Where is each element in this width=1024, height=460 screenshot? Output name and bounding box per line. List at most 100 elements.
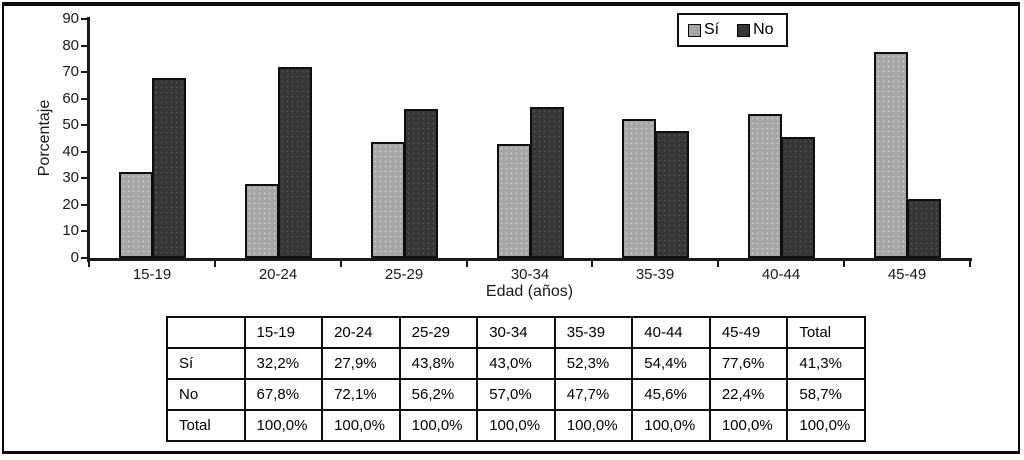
table-cell: 100,0% [243,409,324,442]
table-cell: 47,7% [553,378,634,411]
x-tick [340,258,342,267]
y-tick-label: 50 [62,116,79,134]
bar-sí-40-44 [748,114,782,258]
data-table: 15-19 20-24 25-29 30-34 35-39 40-44 45-49 Total… [166,316,866,442]
x-category-label: 45-49 [887,266,927,283]
table-cell: 100,0% [398,409,479,442]
table-cell: 77,6% [708,347,789,380]
x-category-label: 35-39 [635,266,675,283]
x-tick [466,258,468,267]
x-category-label: 20-24 [258,266,298,283]
table-header-row: 15-19 20-24 25-29 30-34 35-39 40-44 45-49 Total [166,316,866,349]
bar-sí-20-24 [245,184,279,258]
bar-sí-30-34 [497,144,531,258]
y-tick [81,177,88,180]
table-cell: 52,3% [553,347,634,380]
bar-no-45-49 [907,199,941,258]
table-col-header: 45-49 [708,316,789,349]
table-cell: 43,8% [398,347,479,380]
table-row-label: No [166,378,246,411]
table-col-header: 25-29 [398,316,479,349]
table-cell: 22,4% [708,378,789,411]
y-tick [81,71,88,74]
legend-label-no: No [753,21,774,38]
bar-sí-15-19 [119,172,153,258]
table-row-sí: Sí 32,2% 27,9% 43,8% 43,0% 52,3% 54,4% 77,6% 41,… [166,347,866,380]
table-cell: 100,0% [553,409,634,442]
y-tick [81,18,88,20]
x-axis-line [87,258,972,261]
table-cell: 100,0% [786,409,866,442]
table-col-header: 20-24 [321,316,401,349]
bar-no-20-24 [278,67,312,258]
table-cell: 57,0% [476,378,556,411]
bar-no-25-29 [404,109,438,258]
table-cell: 41,3% [786,347,866,380]
y-tick-label: 30 [62,169,79,187]
x-category-label: 40-44 [761,266,801,283]
bar-sí-35-39 [622,119,656,258]
x-tick [88,258,90,267]
y-tick-label: 70 [62,63,79,81]
y-tick-label: 40 [62,142,79,160]
y-tick-label: 20 [62,195,79,213]
y-tick-label: 90 [62,10,79,27]
table-cell: 56,2% [398,378,479,411]
table-row-total: Total 100,0% 100,0% 100,0% 100,0% 100,0% 100,0… [166,409,866,442]
x-tick [591,258,593,267]
y-axis-line [87,17,90,262]
x-tick [969,258,971,267]
table-col-header: 30-34 [476,316,556,349]
y-tick [81,44,88,47]
table-cell: 67,8% [243,378,324,411]
x-category-label: 25-29 [384,266,424,283]
legend-entry-no: No [737,21,774,39]
bar-no-30-34 [530,107,564,258]
legend: Sí No [677,13,788,47]
legend-swatch-no [737,23,751,37]
table-col-header: 15-19 [243,316,324,349]
x-category-label: 30-34 [510,266,550,283]
table-cell: 100,0% [321,409,401,442]
table-row-no: No 67,8% 72,1% 56,2% 57,0% 47,7% 45,6% 22,4% 58,… [166,378,866,411]
legend-label-si: Sí [704,21,720,38]
table-col-header: Total [786,316,866,349]
table-cell: 45,6% [631,378,711,411]
y-tick [81,124,88,127]
bar-no-35-39 [655,131,689,258]
legend-entry-si: Sí [688,21,719,39]
x-tick [214,258,216,267]
y-axis-title: Porcentaje [36,99,53,177]
x-tick [717,258,719,267]
table-cell: 54,4% [631,347,711,380]
table-cell: 58,7% [786,378,866,411]
bar-no-15-19 [152,78,186,258]
x-category-label: 15-19 [132,266,172,283]
y-tick-label: 80 [62,36,79,54]
y-tick [81,257,88,259]
table-cell: 100,0% [476,409,556,442]
bar-sí-45-49 [874,52,908,258]
data-table-body: 15-19 20-24 25-29 30-34 35-39 40-44 45-49 Total… [166,316,866,442]
table-cell: 43,0% [476,347,556,380]
y-tick-label: 60 [62,89,79,107]
table-cell: 32,2% [243,347,324,380]
legend-swatch-si [688,23,701,37]
table-col-header: 35-39 [553,316,634,349]
y-tick [81,150,88,153]
table-row-label: Total [166,409,246,442]
y-tick [81,230,88,233]
table-cell: 72,1% [321,378,401,411]
bar-sí-25-29 [371,142,405,258]
table-corner-cell [166,316,246,349]
table-cell: 27,9% [321,347,401,380]
bar-no-40-44 [781,137,815,258]
x-tick [843,258,845,267]
x-axis-title: Edad (años) [485,283,574,300]
table-col-header: 40-44 [631,316,711,349]
table-cell: 100,0% [708,409,789,442]
table-cell: 100,0% [631,409,711,442]
y-tick-label: 10 [62,222,79,240]
y-tick [81,203,88,206]
